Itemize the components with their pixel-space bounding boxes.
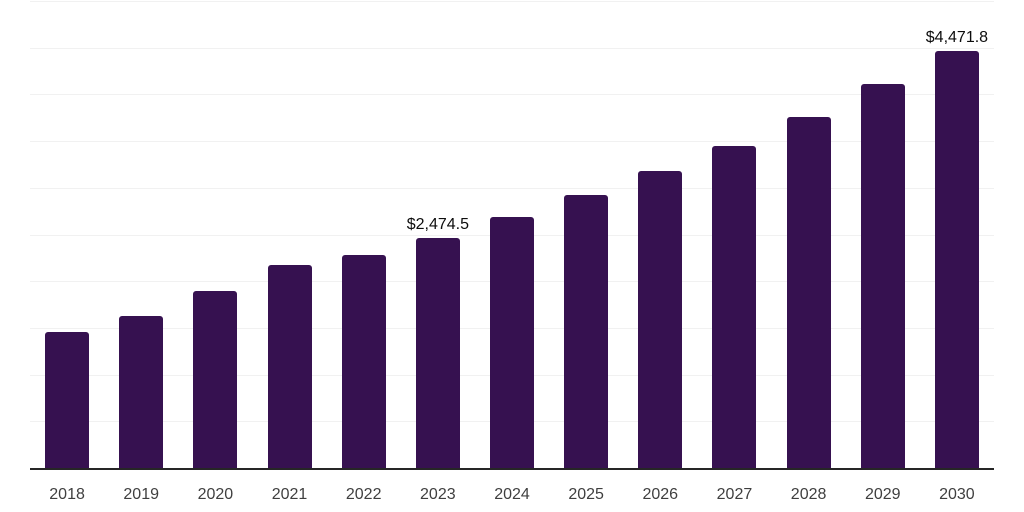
x-axis-labels: 2018 2019 2020 2021 2022 2023 2024 2025 2026 2027… xyxy=(30,485,994,505)
x-tick-label: 2030 xyxy=(939,486,975,503)
x-tick-label: 2019 xyxy=(123,486,159,503)
bar-2024 xyxy=(490,217,534,469)
gridline xyxy=(30,1,994,2)
bar-2027 xyxy=(712,145,757,469)
bar-2018 xyxy=(45,331,90,469)
x-tick-label: 2026 xyxy=(642,486,679,503)
x-tick-label: 2025 xyxy=(568,486,604,503)
bar-2021 xyxy=(267,264,312,469)
bar-2020 xyxy=(193,291,238,469)
x-tick-label: 2024 xyxy=(494,486,530,503)
gridline xyxy=(30,141,994,143)
bar-2019 xyxy=(119,316,164,469)
bar-2030 xyxy=(934,51,979,469)
x-tick-label: 2022 xyxy=(345,486,382,503)
bar-value-label: $4,471.8 xyxy=(925,29,989,47)
x-tick-label: 2021 xyxy=(271,486,308,503)
bar-2028 xyxy=(786,116,831,469)
bar-2026 xyxy=(638,171,683,469)
x-tick-label: 2018 xyxy=(49,486,85,503)
gridline xyxy=(30,47,994,49)
gridline xyxy=(30,187,994,189)
plot-area: $2,474.5 $4,471.8 xyxy=(30,1,994,469)
x-axis-line xyxy=(30,468,994,470)
bar-2029 xyxy=(860,84,905,469)
x-tick-label: 2029 xyxy=(864,486,901,503)
x-tick-label: 2027 xyxy=(716,486,753,503)
x-tick-label: 2020 xyxy=(197,486,234,503)
x-tick-label: 2023 xyxy=(420,486,456,503)
bar-2022 xyxy=(341,254,386,469)
bar-2025 xyxy=(564,195,609,469)
bar-2023 xyxy=(415,237,460,469)
x-tick-label: 2028 xyxy=(790,486,827,503)
bar-value-label: $2,474.5 xyxy=(406,215,469,233)
gridline xyxy=(30,94,994,96)
